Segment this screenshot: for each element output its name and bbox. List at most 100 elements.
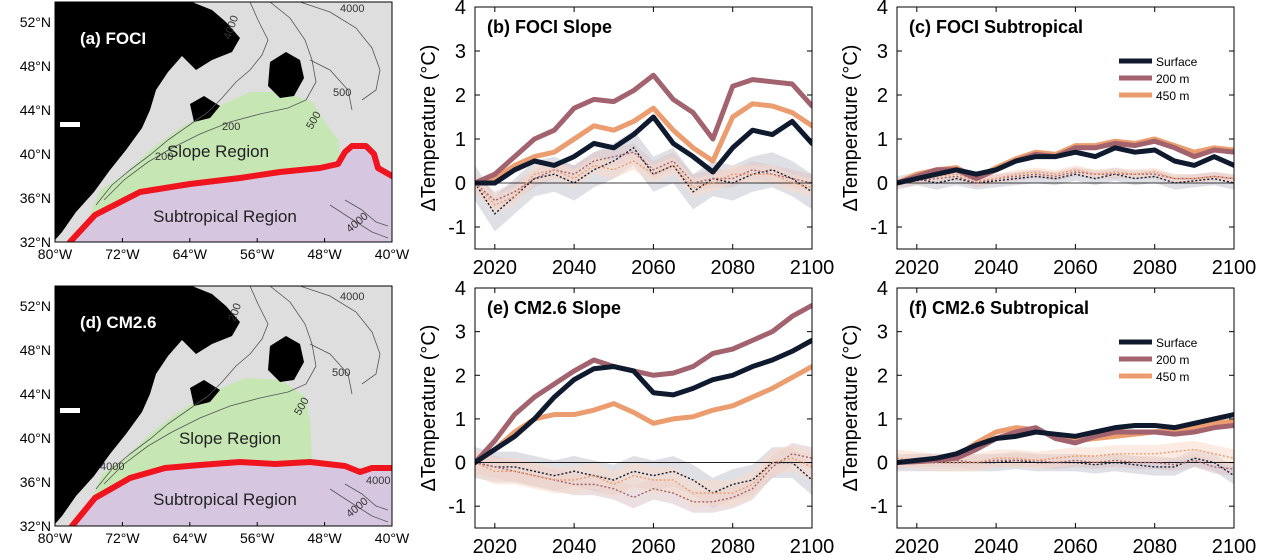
plot-area bbox=[897, 7, 1234, 249]
legend-label: Surface bbox=[1156, 336, 1198, 350]
legend-label: Surface bbox=[1156, 55, 1198, 69]
y-tick-label: 3 bbox=[455, 322, 466, 344]
anomaly-line-surface bbox=[475, 146, 812, 215]
contour-label: 4000 bbox=[100, 461, 124, 473]
legend-label: 200 m bbox=[1156, 353, 1189, 367]
legend: Surface 200 m 450 m bbox=[1119, 55, 1198, 103]
lon-label: 64°W bbox=[173, 530, 208, 546]
chart-panel-e: -1 0 1 2 3 4 2020 2040 2060 2080 2100 ΔTemperature … bbox=[418, 278, 834, 558]
panel-title: (c) FOCI Subtropical bbox=[909, 17, 1083, 37]
lat-label: 44°N bbox=[20, 386, 51, 402]
legend-label: 200 m bbox=[1156, 72, 1189, 86]
contour-label: 200 bbox=[155, 151, 173, 163]
x-tick-label: 2020 bbox=[473, 536, 518, 558]
chart-panel-b: -1 0 1 2 3 4 2020 2040 2060 2080 2100 ΔTemperature … bbox=[418, 0, 834, 279]
y-tick-label: 0 bbox=[877, 453, 888, 475]
contour-label: 4000 bbox=[340, 291, 364, 303]
y-axis-label: ΔTemperature (°C) bbox=[418, 325, 440, 492]
map-panel-a: 4000 500 200 500 200 4000 4000 Slope Reg… bbox=[20, 1, 410, 262]
spread-band-m450 bbox=[475, 152, 812, 214]
panel-title: (d) CM2.6 bbox=[80, 313, 157, 332]
anomaly-line-surface bbox=[897, 173, 1234, 184]
map-axis-ticks: 52°N 48°N 44°N 40°N 36°N 32°N80°W 72°W 64°W 56°W… bbox=[20, 14, 410, 262]
y-axis-label: ΔTemperature (°C) bbox=[418, 45, 440, 212]
lon-label: 80°W bbox=[38, 246, 73, 262]
y-tick-label: -1 bbox=[870, 217, 888, 239]
land-mass bbox=[55, 2, 240, 240]
lon-label: 48°W bbox=[307, 530, 342, 546]
lat-label: 52°N bbox=[20, 14, 51, 30]
panel-title: (e) CM2.6 Slope bbox=[487, 298, 621, 318]
y-tick-label: 0 bbox=[455, 173, 466, 195]
panel-title: (f) CM2.6 Subtropical bbox=[909, 298, 1089, 318]
x-tick-label: 2060 bbox=[631, 257, 676, 279]
series-line-surface bbox=[897, 145, 1234, 186]
x-tick-label: 2100 bbox=[1212, 257, 1257, 279]
y-tick-label: -1 bbox=[448, 217, 466, 239]
land-mass bbox=[55, 286, 240, 524]
x-tick-label: 2060 bbox=[1053, 536, 1098, 558]
y-tick-label: 4 bbox=[455, 278, 466, 300]
contour-label: 4000 bbox=[366, 475, 390, 487]
y-tick-label: -1 bbox=[870, 496, 888, 518]
series-line-m200 bbox=[475, 302, 812, 466]
lon-label: 48°W bbox=[307, 246, 342, 262]
lon-label: 40°W bbox=[375, 530, 410, 546]
chart-panel-f: -1 0 1 2 3 4 2020 2040 2060 2080 2100 ΔTemperature … bbox=[840, 278, 1256, 558]
y-tick-label: 2 bbox=[455, 365, 466, 387]
x-tick-label: 2040 bbox=[974, 536, 1019, 558]
panel-title: (b) FOCI Slope bbox=[487, 17, 612, 37]
x-tick-label: 2060 bbox=[631, 536, 676, 558]
y-axis-label: ΔTemperature (°C) bbox=[840, 45, 862, 212]
island-newfoundland bbox=[268, 52, 304, 98]
axes-frame bbox=[896, 6, 1235, 250]
anomaly-line-m200 bbox=[475, 453, 812, 503]
subtropical-region-label: Subtropical Region bbox=[153, 490, 297, 509]
lat-label: 48°N bbox=[20, 58, 51, 74]
x-tick-label: 2040 bbox=[552, 536, 597, 558]
anomaly-line-m450 bbox=[475, 160, 812, 206]
axes-frame bbox=[474, 6, 813, 250]
y-tick-label: 3 bbox=[877, 322, 888, 344]
island-nova-scotia bbox=[190, 96, 220, 122]
y-tick-label: 0 bbox=[877, 173, 888, 195]
contour-label: 4000 bbox=[340, 3, 364, 15]
spread-band-m450 bbox=[475, 445, 812, 507]
map-panel-d: 200 4000 500 500 4000 4000 4000 Slope Re… bbox=[20, 285, 410, 546]
bathymetry-contours bbox=[95, 2, 389, 239]
legend-label: 450 m bbox=[1156, 370, 1189, 384]
y-tick-label: 1 bbox=[877, 129, 888, 151]
y-tick-label: -1 bbox=[448, 496, 466, 518]
lon-label: 56°W bbox=[240, 246, 275, 262]
x-tick-label: 2080 bbox=[710, 257, 755, 279]
axes-frame bbox=[474, 287, 813, 529]
axes-frame bbox=[896, 287, 1235, 529]
lat-label: 36°N bbox=[20, 474, 51, 490]
contour-label: 500 bbox=[332, 367, 350, 379]
bathymetry-contours bbox=[95, 286, 389, 523]
y-tick-label: 1 bbox=[455, 129, 466, 151]
lat-label: 40°N bbox=[20, 430, 51, 446]
lon-label: 80°W bbox=[38, 530, 73, 546]
island-white bbox=[60, 122, 80, 127]
subtropical-region bbox=[72, 462, 392, 526]
plot-content bbox=[897, 136, 1234, 190]
lat-label: 40°N bbox=[20, 146, 51, 162]
y-tick-label: 4 bbox=[877, 278, 888, 300]
lat-label: 44°N bbox=[20, 102, 51, 118]
lon-label: 72°W bbox=[105, 246, 140, 262]
legend: Surface 200 m 450 m bbox=[1119, 336, 1198, 384]
spread-band-m450 bbox=[897, 440, 1234, 472]
anomaly-line-m450 bbox=[897, 169, 1234, 184]
lat-label: 48°N bbox=[20, 342, 51, 358]
y-tick-label: 2 bbox=[877, 365, 888, 387]
lon-label: 72°W bbox=[105, 530, 140, 546]
y-tick-label: 4 bbox=[455, 0, 466, 19]
y-tick-label: 3 bbox=[455, 41, 466, 63]
y-axis-label: ΔTemperature (°C) bbox=[840, 325, 862, 492]
map-axis-ticks: 52°N 48°N 44°N 40°N 36°N 32°N80°W 72°W 64°W 56°W… bbox=[20, 298, 410, 546]
slope-region bbox=[92, 378, 312, 498]
slope-region bbox=[90, 92, 340, 215]
y-tick-label: 1 bbox=[455, 409, 466, 431]
lon-label: 56°W bbox=[240, 530, 275, 546]
